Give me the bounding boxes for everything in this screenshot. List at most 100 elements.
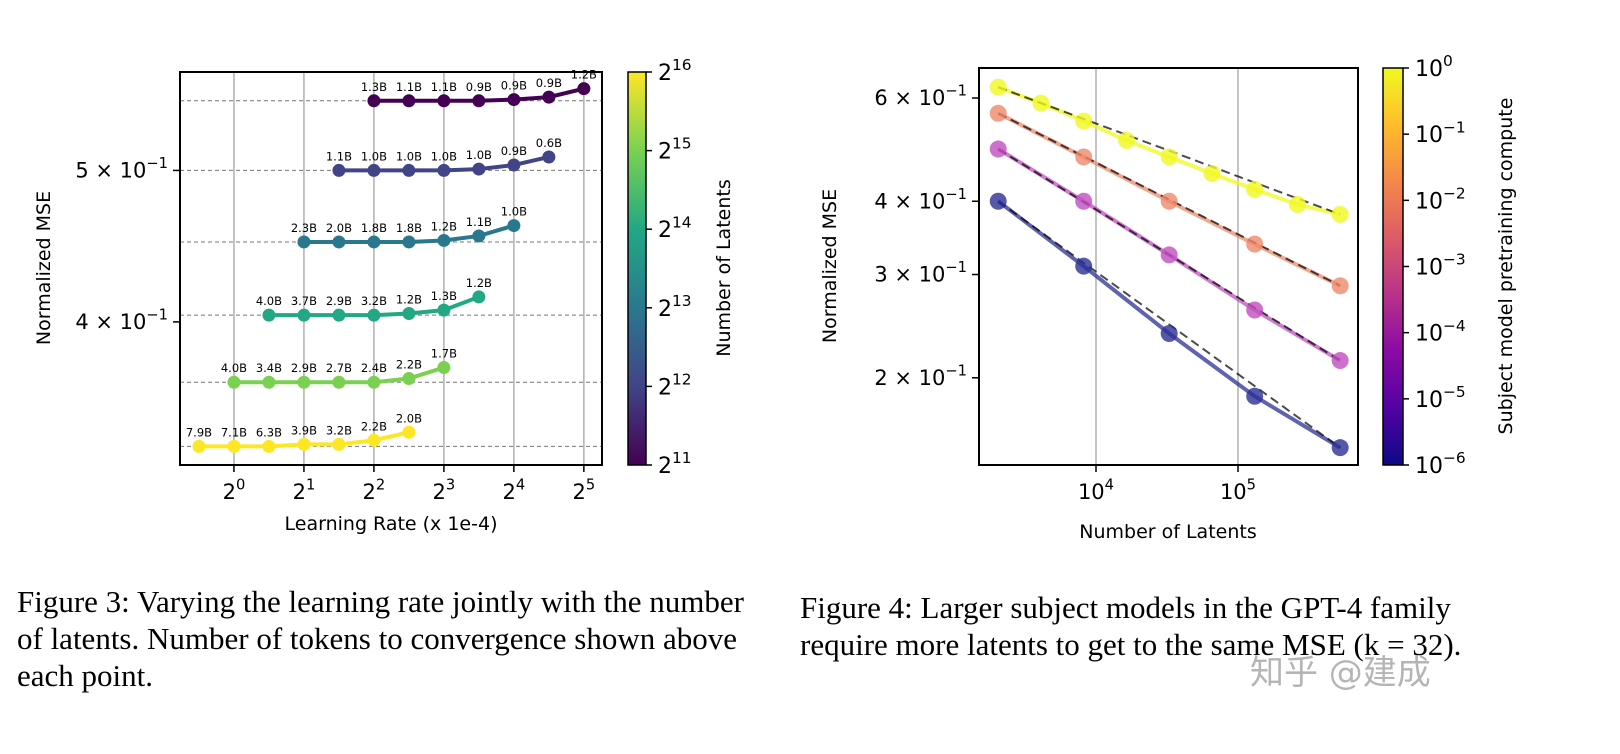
x-tick-label: 105	[1220, 477, 1256, 504]
data-point	[262, 308, 276, 322]
plot-frame	[978, 67, 1359, 466]
data-point	[332, 235, 346, 249]
data-point	[1160, 324, 1178, 342]
point-label: 1.2B	[571, 68, 597, 82]
data-point	[507, 219, 521, 233]
data-point	[437, 163, 451, 177]
fit-line	[997, 200, 1341, 449]
point-label: 3.7B	[291, 294, 317, 308]
data-point	[402, 372, 416, 386]
data-point	[367, 163, 381, 177]
y-tick-label: 4 × 10−1	[75, 306, 168, 333]
colorbar-tick-label: 214	[658, 213, 692, 243]
data-point	[227, 439, 241, 453]
x-tick-label: 104	[1078, 477, 1114, 504]
colorbar-tick-label: 212	[658, 371, 692, 401]
point-label: 1.3B	[431, 289, 457, 303]
point-label: 1.7B	[431, 347, 457, 361]
point-label: 3.4B	[256, 361, 282, 375]
data-point	[1331, 277, 1349, 295]
point-label: 1.0B	[396, 149, 422, 163]
x-axis-label: Learning Rate (x 1e-4)	[285, 513, 498, 535]
point-label: 0.9B	[536, 76, 562, 90]
data-point	[1246, 180, 1264, 198]
point-label: 0.9B	[501, 79, 527, 93]
data-point	[542, 90, 556, 104]
x-tick-label: 24	[503, 477, 526, 504]
data-point	[367, 308, 381, 322]
data-point	[437, 303, 451, 317]
point-label: 1.0B	[466, 148, 492, 162]
y-tick-label: 6 × 10−1	[874, 83, 967, 110]
colorbar-tick-label: 10−3	[1415, 251, 1466, 281]
data-point	[332, 437, 346, 451]
y-tick-label: 2 × 10−1	[874, 362, 967, 389]
data-point	[507, 93, 521, 107]
point-label: 6.3B	[256, 425, 282, 439]
point-label: 1.2B	[431, 219, 457, 233]
data-point	[472, 290, 486, 304]
point-label: 3.2B	[361, 294, 387, 308]
x-tick-label: 22	[363, 477, 386, 504]
plot-frame	[179, 71, 603, 466]
data-point	[367, 375, 381, 389]
chart-1: 7.9B 7.1B 6.3B 3.9B 3.2B 2.2B 2.0B 4.0B 3.4B 2.9B…	[33, 68, 735, 535]
data-point	[1331, 205, 1349, 223]
data-point	[402, 425, 416, 439]
x-tick-label: 20	[223, 477, 246, 504]
data-point	[402, 163, 416, 177]
fit-line	[997, 112, 1341, 287]
point-label: 1.1B	[326, 149, 352, 163]
y-axis-label: Normalized MSE	[33, 191, 55, 345]
point-label: 2.9B	[326, 294, 352, 308]
point-label: 7.1B	[221, 425, 247, 439]
data-point	[437, 361, 451, 375]
data-point	[437, 233, 451, 247]
data-point	[367, 433, 381, 447]
data-point	[542, 150, 556, 164]
data-point	[402, 306, 416, 320]
data-point	[989, 104, 1007, 122]
point-label: 2.4B	[361, 361, 387, 375]
data-point	[1032, 94, 1050, 112]
point-label: 2.2B	[396, 358, 422, 372]
point-label: 4.0B	[221, 361, 247, 375]
point-label: 3.9B	[291, 423, 317, 437]
colorbar-label: Number of Latents	[713, 179, 735, 356]
chart-2: Number of Latents Normalized MSE Subject m…	[819, 67, 1517, 543]
data-point	[507, 158, 521, 172]
point-label: 2.2B	[361, 419, 387, 433]
x-tick-label: 21	[293, 477, 316, 504]
watermark: 知乎 @建成	[1250, 653, 1431, 693]
point-label: 2.0B	[326, 221, 352, 235]
data-point	[227, 375, 241, 389]
colorbar-tick-label: 216	[658, 56, 692, 86]
colorbar-tick-label: 211	[658, 449, 692, 479]
point-label: 7.9B	[186, 425, 212, 439]
point-label: 3.2B	[326, 423, 352, 437]
data-point	[1075, 112, 1093, 130]
data-point	[577, 82, 591, 96]
point-label: 0.6B	[536, 136, 562, 150]
x-tick-label: 25	[572, 477, 595, 504]
point-label: 2.0B	[396, 411, 422, 425]
point-label: 1.2B	[466, 276, 492, 290]
point-label: 2.7B	[326, 361, 352, 375]
y-tick-label: 5 × 10−1	[75, 155, 168, 182]
colorbar	[627, 71, 647, 466]
point-label: 2.3B	[291, 221, 317, 235]
data-point	[1075, 257, 1093, 275]
data-point	[262, 439, 276, 453]
data-point	[297, 375, 311, 389]
data-point	[989, 78, 1007, 96]
data-point	[989, 140, 1007, 158]
point-label: 2.9B	[291, 361, 317, 375]
point-label: 0.9B	[501, 144, 527, 158]
data-point	[1160, 246, 1178, 264]
data-point	[1246, 387, 1264, 405]
figure-4-caption: Figure 4: Larger subject models in the G…	[800, 590, 1462, 662]
point-label: 1.1B	[466, 215, 492, 229]
data-point	[402, 235, 416, 249]
